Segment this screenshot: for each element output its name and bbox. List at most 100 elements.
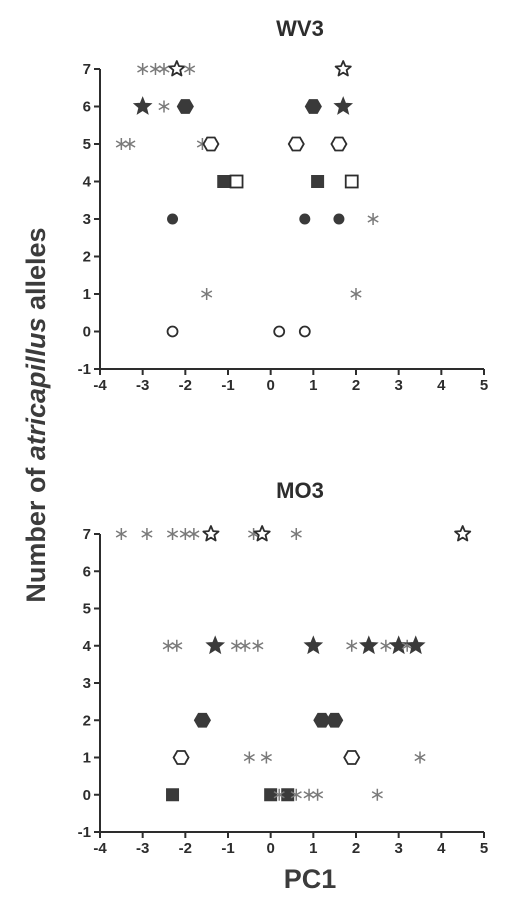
mo3-x-tick-label: 5 (480, 840, 488, 857)
mo3-point-filled-hexagon (326, 712, 344, 728)
mo3-point-asterisk (115, 528, 127, 540)
mo3-point-filled-star (405, 635, 426, 655)
wv3-point-filled-square (217, 175, 231, 188)
mo3-point-asterisk (380, 639, 392, 652)
mo3-point-asterisk (303, 788, 315, 801)
mo3-point-open-star (202, 525, 220, 542)
wv3-panel: WV3 -1 0 1 2 3 4 5 6 7 -4 -3 -2 -1 0 1 2 3 4 5 (78, 16, 489, 394)
mo3-x-tick-label: 3 (394, 840, 402, 857)
wv3-point-open-circle (166, 325, 179, 338)
mo3-title: MO3 (276, 478, 324, 503)
mo3-point-asterisk (260, 751, 272, 764)
mo3-point-filled-hexagon (313, 712, 331, 728)
wv3-point-asterisk (149, 63, 162, 75)
wv3-point-open-star (334, 60, 352, 77)
y-axis-label-italic: atricapillus (21, 318, 51, 461)
wv3-point-asterisk (367, 213, 379, 225)
mo3-point-asterisk (166, 528, 179, 540)
wv3-y-tick-label: 2 (83, 249, 91, 266)
wv3-point-filled-star (132, 96, 153, 115)
wv3-x-tick-label: 5 (480, 377, 488, 394)
wv3-x-tick-label: 4 (437, 377, 446, 394)
y-axis-label-pre: Number of (21, 460, 51, 603)
mo3-point-asterisk (188, 528, 200, 540)
mo3-point-asterisk (312, 788, 324, 801)
wv3-point-open-square (229, 174, 244, 189)
mo3-x-tick-label: 0 (266, 840, 274, 857)
mo3-x-tick-label: -4 (93, 840, 107, 857)
y-axis-label-post: alleles (21, 227, 51, 317)
wv3-point-asterisk (158, 63, 170, 75)
mo3-point-asterisk (179, 528, 191, 540)
mo3-x-tick-label: 1 (309, 840, 317, 857)
mo3-point-filled-square (166, 788, 180, 802)
mo3-point-filled-hexagon (193, 712, 211, 728)
wv3-x-tick-label: -2 (179, 377, 192, 394)
mo3-y-tick-label: 3 (83, 675, 91, 692)
mo3-x-tick-label: -1 (221, 840, 234, 857)
mo3-point-asterisk (230, 639, 243, 652)
mo3-y-tick-label: 6 (83, 563, 91, 580)
mo3-y-tick-label: 4 (83, 638, 92, 655)
mo3-x-tick-label: -3 (136, 840, 149, 857)
mo3-point-asterisk (171, 639, 183, 652)
x-axis-label: PC1 (284, 864, 337, 894)
wv3-point-asterisk (115, 138, 127, 150)
mo3-panel: MO3 -1 0 1 2 3 4 5 6 7 -4 -3 -2 -1 0 1 2 3 4 5 (78, 478, 489, 857)
mo3-point-asterisk (252, 639, 264, 652)
wv3-x-tick-label: 2 (352, 377, 360, 394)
mo3-point-open-star (454, 525, 472, 542)
mo3-point-asterisk (273, 788, 285, 801)
mo3-y-tick-label: 2 (83, 712, 91, 729)
wv3-x-tick-label: 0 (266, 377, 274, 394)
wv3-point-asterisk (137, 63, 149, 75)
mo3-x-tick-label: 2 (352, 840, 360, 857)
wv3-point-open-hexagon (330, 136, 348, 152)
mo3-point-asterisk (414, 751, 426, 764)
wv3-point-filled-circle (299, 213, 311, 225)
mo3-point-asterisk (290, 788, 302, 801)
wv3-point-filled-star (333, 96, 354, 115)
wv3-y-tick-label: 6 (83, 99, 91, 116)
wv3-point-open-hexagon (202, 136, 220, 152)
wv3-point-filled-circle (167, 213, 179, 225)
wv3-point-asterisk (124, 138, 136, 150)
wv3-y-tick-label: 5 (83, 136, 91, 153)
mo3-point-asterisk (239, 639, 251, 652)
wv3-x-tick-label: 3 (394, 377, 402, 394)
mo3-point-asterisk (346, 639, 358, 652)
wv3-point-asterisk (350, 288, 362, 300)
mo3-point-filled-square (264, 788, 278, 802)
wv3-x-tick-label: 1 (309, 377, 317, 394)
mo3-point-open-hexagon (343, 750, 361, 765)
mo3-point-asterisk (371, 788, 383, 801)
mo3-point-asterisk (243, 751, 255, 764)
wv3-x-tick-label: -3 (136, 377, 149, 394)
mo3-point-filled-star (303, 635, 324, 655)
wv3-y-tick-label: 1 (83, 286, 91, 303)
mo3-y-tick-label: -1 (78, 824, 91, 841)
mo3-point-asterisk (141, 528, 153, 540)
wv3-point-asterisk (158, 100, 170, 113)
mo3-y-tick-label: 0 (83, 787, 91, 804)
wv3-y-tick-label: 3 (83, 211, 91, 228)
wv3-title: WV3 (276, 16, 324, 41)
wv3-point-filled-hexagon (176, 99, 194, 114)
mo3-point-filled-star (205, 635, 226, 655)
mo3-x-tick-label: 4 (437, 840, 446, 857)
wv3-point-open-circle (298, 325, 311, 338)
wv3-point-open-circle (273, 325, 286, 338)
wv3-y-tick-label: -1 (78, 361, 91, 378)
wv3-point-filled-square (311, 175, 325, 188)
wv3-y-tick-label: 4 (83, 174, 92, 191)
wv3-y-tick-label: 7 (83, 61, 91, 78)
wv3-point-asterisk (184, 63, 196, 75)
mo3-y-tick-label: 7 (83, 526, 91, 543)
wv3-point-filled-hexagon (304, 99, 322, 114)
mo3-point-asterisk (162, 639, 174, 652)
mo3-x-tick-label: -2 (179, 840, 192, 857)
wv3-point-filled-circle (333, 213, 345, 225)
wv3-point-open-hexagon (287, 136, 305, 152)
mo3-y-tick-label: 5 (83, 601, 91, 618)
